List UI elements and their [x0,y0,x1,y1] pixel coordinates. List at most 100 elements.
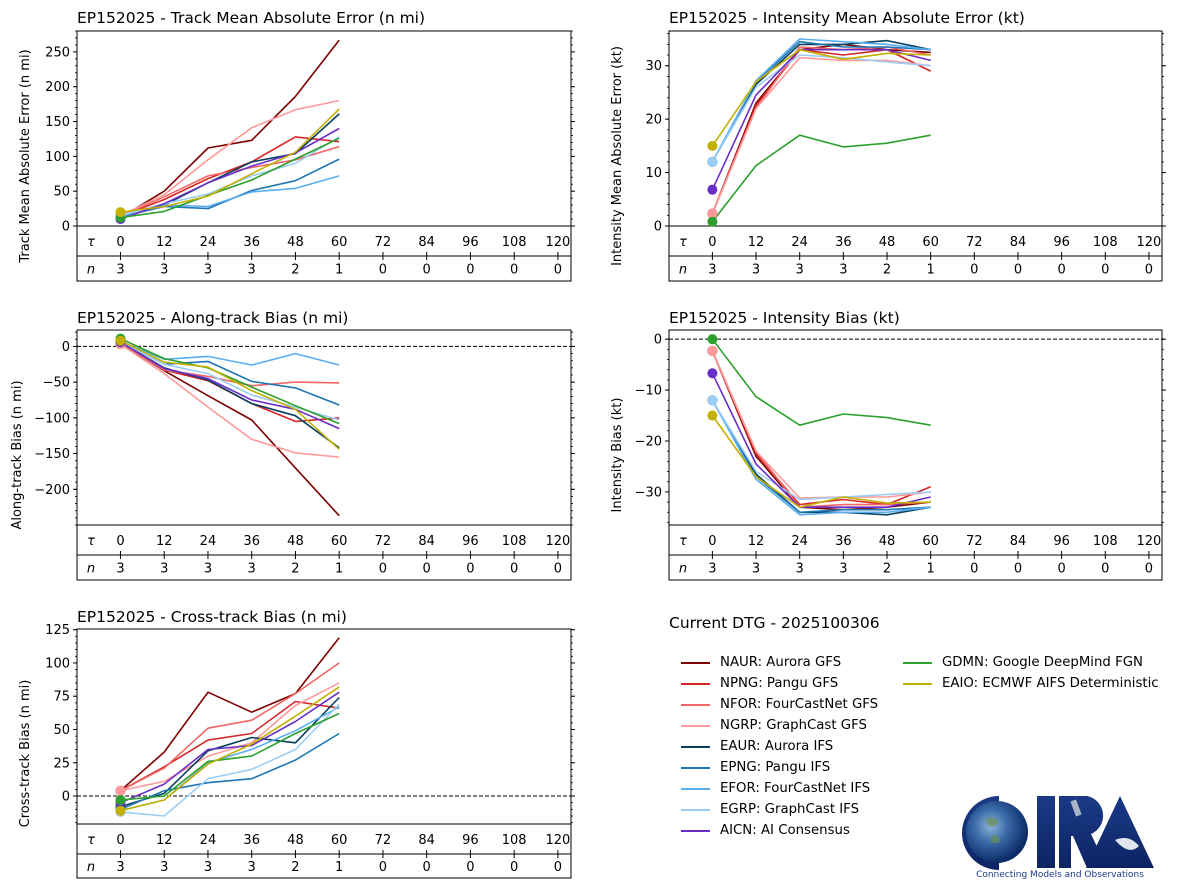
y-axis-label: Along-track Bias (n mi) [10,380,25,529]
y-tick-label: 250 [45,45,70,60]
n-count-label: 0 [510,860,518,875]
n-count-label: 3 [204,263,212,278]
n-count-label: 3 [248,562,256,577]
series-marker-eaio [707,410,718,421]
n-count-label: 2 [883,562,891,577]
legend-swatch [681,787,710,790]
x-tick-label: 60 [922,235,939,250]
n-count-label: 0 [1101,562,1109,577]
x-tick-label: 48 [287,534,304,549]
y-tick-label: 50 [53,723,70,738]
x-tick-label: 96 [462,534,479,549]
legend-swatch [681,682,710,685]
x-tick-label: 36 [243,833,260,848]
n-count-label: 3 [116,562,124,577]
legend-label: EAIO: ECMWF AIFS Deterministic [942,676,1159,691]
x-tick-label: 84 [418,833,435,848]
plot-frame [668,30,1163,282]
legend-swatch [681,766,710,769]
series-line-eaio [120,339,340,450]
y-tick-label: 50 [53,185,70,200]
series-line-naur [120,342,340,517]
y-axis-label: Intensity Mean Absolute Error (kt) [610,46,625,266]
legend-item-nfor: NFOR: FourCastNet GFS [669,694,878,715]
series-marker-eaio [707,140,718,151]
series-line-efor [120,340,340,366]
n-count-label: 3 [116,263,124,278]
legend-item-epng: EPNG: Pangu IFS [669,757,878,778]
x-tick-label: 0 [708,235,716,250]
series-marker-eaio [115,335,126,346]
x-tick-label: 12 [156,833,173,848]
n-count-label: 3 [248,263,256,278]
n-count-label: 3 [839,263,847,278]
x-tick-label: 36 [835,534,852,549]
series-line-npng [711,48,932,214]
n-count-label: 3 [752,562,760,577]
x-tick-label: 84 [1010,534,1027,549]
series-line-eaio [711,48,931,147]
chart-panel-2: EP152025 - Intensity Mean Absolute Error… [610,9,1166,282]
legend-column-1: NAUR: Aurora GFS NPNG: Pangu GFS NFOR: Fou… [669,652,878,841]
series-line-eaur [120,696,340,808]
n-count-label: 0 [1145,263,1153,278]
x-tick-label: 12 [748,235,765,250]
y-tick-label: 125 [45,623,70,638]
n-count-label: 3 [160,263,168,278]
series-line-epng [120,732,340,811]
n-label: n [87,562,95,577]
x-tick-label: 84 [418,235,435,250]
x-tick-label: 120 [545,235,570,250]
x-tick-label: 108 [502,534,527,549]
series-marker-ngrp [707,345,718,356]
series-line-ngrp [120,682,340,792]
x-tick-label: 36 [243,235,260,250]
x-tick-label: 84 [1010,235,1027,250]
series-line-gdmn [711,134,931,223]
x-tick-label: 108 [1093,534,1118,549]
legend-item-eaio: EAIO: ECMWF AIFS Deterministic [891,673,1159,694]
legend-label: NPNG: Pangu GFS [720,676,839,691]
n-count-label: 2 [291,263,299,278]
x-tick-label: 60 [331,235,348,250]
series-marker-gdmn [707,216,718,227]
series-line-nfor [120,662,340,792]
series-marker-eaio [115,805,126,816]
series-line-epng [120,340,340,406]
y-tick-label: 100 [45,150,70,165]
x-tick-label: 96 [1053,235,1070,250]
logo-tagline: Connecting Models and Observations [976,870,1144,880]
n-count-label: 3 [752,263,760,278]
n-count-label: 3 [248,860,256,875]
n-count-label: 3 [796,263,804,278]
series-line-aicn [711,48,931,191]
y-tick-label: 100 [45,656,70,671]
legend-column-2: GDMN: Google DeepMind FGN EAIO: ECMWF AIF… [891,652,1159,694]
series-line-eaio [120,108,340,213]
y-axis-label: Cross-track Bias (n mi) [18,680,33,828]
series-line-eaio [120,686,340,812]
series-line-naur [711,43,931,214]
x-tick-label: 108 [1093,235,1118,250]
x-tick-label: 96 [1053,534,1070,549]
series-line-ngrp [711,350,931,499]
x-tick-label: 24 [200,833,217,848]
y-tick-label: −10 [635,384,662,399]
n-count-label: 1 [927,562,935,577]
legend-label: AICN: AI Consensus [720,823,850,838]
n-count-label: 0 [423,860,431,875]
series-line-epng [711,399,931,514]
series-line-gdmn [120,137,340,219]
series-line-efor [120,175,340,218]
y-tick-label: 200 [45,80,70,95]
series-marker-egrp [707,156,718,167]
series-group [120,39,340,220]
n-count-label: 0 [1014,263,1022,278]
series-line-aicn [120,691,340,804]
legend-swatch [681,703,710,706]
tau-label: τ [679,534,687,549]
chart-panel-3: EP152025 - Along-track Bias (n mi) Along-… [10,309,575,581]
legend-item-efor: EFOR: FourCastNet IFS [669,778,878,799]
n-count-label: 3 [839,562,847,577]
chart-panel-1: EP152025 - Track Mean Absolute Error (n … [18,9,575,282]
